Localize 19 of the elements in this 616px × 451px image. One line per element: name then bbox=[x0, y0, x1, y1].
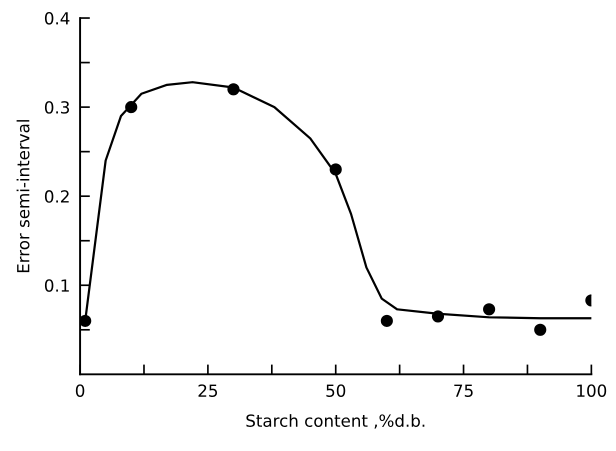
x-tick-label: 0 bbox=[76, 384, 84, 397]
y-tick-label: 0.1 bbox=[44, 279, 69, 292]
point bbox=[227, 83, 240, 96]
y-tick-label: 0.4 bbox=[44, 12, 70, 25]
y-tick-label: 0.2 bbox=[44, 190, 69, 203]
y-axis-title: Error semi-interval bbox=[16, 120, 30, 272]
point bbox=[483, 303, 496, 316]
point bbox=[380, 314, 393, 327]
x-tick-label: 50 bbox=[326, 384, 346, 397]
x-tick-label: 25 bbox=[198, 384, 218, 397]
point bbox=[432, 310, 444, 323]
x-tick-label: 75 bbox=[454, 384, 473, 397]
point bbox=[534, 324, 546, 336]
y-tick-label: 0.3 bbox=[44, 101, 70, 114]
point bbox=[330, 163, 342, 176]
x-axis-title: Starch content ,%d.b. bbox=[246, 414, 424, 429]
x-tick-label: 100 bbox=[577, 384, 606, 397]
point bbox=[125, 101, 138, 114]
point bbox=[80, 314, 92, 327]
